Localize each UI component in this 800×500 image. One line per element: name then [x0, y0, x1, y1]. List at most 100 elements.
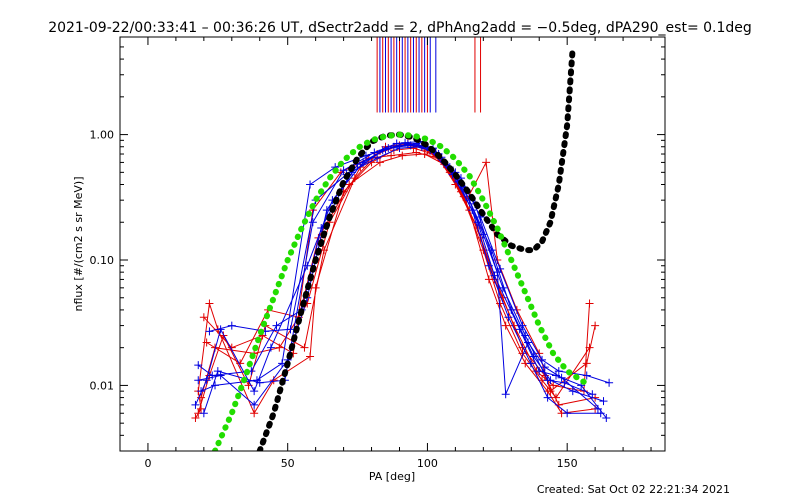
chart-title: 2021-09-22/00:33:41 – 00:36:26 UT, dSect… [48, 20, 752, 36]
data-point-blue-10-13 [521, 331, 530, 340]
data-point-blue-9-2 [250, 400, 259, 409]
series-line-red-0 [195, 147, 596, 419]
data-point-blue-7-17 [602, 413, 611, 422]
axes-layer: 0 50 100 150 0.01 0.10 1.00 [90, 36, 665, 470]
data-point-red-0-3 [205, 299, 214, 308]
series-line-blue-6 [198, 142, 604, 402]
data-point-red-0-17 [501, 321, 510, 330]
fit-curve-green [212, 131, 593, 451]
data-point-blue-8-2 [255, 378, 264, 387]
x-tick-label: 150 [557, 457, 578, 470]
data-point-red-3-8 [412, 148, 421, 157]
data-point-blue-7-4 [306, 180, 315, 189]
data-point-blue-8-0 [199, 409, 208, 418]
data-point-red-0-1 [197, 404, 206, 413]
clipped-data [191, 37, 614, 451]
data-point-blue-6-1 [208, 371, 217, 380]
data-point-blue-7-1 [211, 381, 220, 390]
x-axis-label: PA [deg] [369, 470, 415, 483]
data-point-red-4-0 [202, 338, 211, 347]
series-line-blue-8 [203, 141, 610, 414]
data-point-red-0-7 [306, 352, 315, 361]
data-point-blue-8-7 [392, 139, 401, 148]
data-point-red-3-17 [585, 299, 594, 308]
data-layer [191, 37, 614, 451]
data-point-blue-9-17 [593, 404, 602, 413]
data-point-blue-10-11 [479, 230, 488, 239]
data-point-blue-9-7 [381, 145, 390, 154]
data-point-red-2-16 [546, 387, 555, 396]
data-point-red-2-12 [482, 158, 491, 167]
data-point-blue-9-16 [557, 373, 566, 382]
data-point-red-3-15 [549, 381, 558, 390]
data-point-red-2-17 [582, 359, 591, 368]
data-point-blue-9-14 [524, 338, 533, 347]
data-point-blue-5-3 [250, 387, 259, 396]
data-point-blue-9-15 [540, 363, 549, 372]
data-point-blue-10-3 [286, 325, 295, 334]
data-point-blue-8-13 [518, 321, 527, 330]
data-point-blue-7-0 [197, 387, 206, 396]
data-point-blue-10-7 [395, 144, 404, 153]
data-point-blue-5-14 [504, 313, 513, 322]
data-point-blue-5-15 [526, 359, 535, 368]
x-tick-label: 0 [144, 457, 151, 470]
data-point-blue-9-13 [501, 390, 510, 399]
plot-frame [119, 36, 666, 452]
data-point-blue-10-0 [205, 327, 214, 336]
x-tick-label: 100 [417, 457, 438, 470]
data-point-blue-10-6 [373, 154, 382, 163]
series-line-blue-7 [200, 142, 607, 419]
fit-curve-black [256, 43, 576, 451]
data-point-blue-6-0 [194, 361, 203, 370]
data-point-blue-10-15 [560, 378, 569, 387]
x-tick-label: 50 [281, 457, 295, 470]
data-point-blue-7-14 [535, 367, 544, 376]
data-point-blue-5-1 [202, 376, 211, 385]
data-point-blue-6-3 [272, 321, 281, 330]
data-point-blue-9-0 [194, 376, 203, 385]
data-point-red-2-18 [591, 321, 600, 330]
data-point-red-1-17 [552, 393, 560, 402]
data-point-blue-9-8 [403, 140, 412, 149]
data-point-red-4-12 [498, 293, 507, 302]
data-point-blue-5-5 [303, 261, 312, 270]
y-tick-label: 0.10 [90, 254, 115, 267]
data-point-blue-8-17 [605, 378, 614, 387]
data-point-blue-5-0 [191, 400, 200, 409]
data-point-blue-6-16 [568, 387, 577, 396]
data-point-red-4-6 [375, 158, 384, 167]
data-point-blue-8-15 [554, 367, 563, 376]
data-point-red-0-5 [250, 409, 259, 418]
y-tick-label: 0.01 [90, 379, 115, 392]
data-point-blue-8-5 [339, 166, 348, 175]
data-point-red-4-5 [345, 180, 354, 189]
y-tick-label: 1.00 [90, 129, 115, 142]
data-point-blue-10-1 [227, 321, 236, 330]
data-point-blue-5-16 [543, 393, 552, 402]
series-line-red-1 [197, 144, 590, 414]
data-point-red-3-0 [199, 313, 208, 322]
data-point-blue-10-12 [498, 283, 507, 292]
data-point-blue-8-16 [582, 371, 591, 380]
data-point-red-3-7 [387, 151, 396, 160]
data-point-blue-10-16 [588, 390, 597, 399]
data-point-blue-10-14 [543, 376, 552, 385]
data-point-blue-5-17 [563, 409, 572, 418]
series-line-blue-5 [195, 144, 601, 414]
data-point-red-0-0 [191, 413, 200, 422]
data-point-blue-6-17 [599, 397, 608, 406]
data-point-red-4-8 [420, 150, 429, 159]
y-axis-label: nflux [#/(cm2 s sr MeV)] [72, 177, 85, 312]
created-timestamp: Created: Sat Oct 02 22:21:34 2021 [537, 483, 730, 496]
data-point-blue-5-4 [266, 343, 275, 352]
data-point-red-1-5 [300, 343, 309, 352]
data-point-blue-9-1 [216, 371, 225, 380]
data-point-blue-8-4 [308, 218, 317, 227]
data-point-red-4-7 [398, 151, 407, 160]
data-point-blue-6-13 [507, 305, 516, 314]
data-point-blue-8-1 [213, 367, 222, 376]
data-point-red-2-15 [535, 349, 544, 358]
data-point-red-0-6 [269, 376, 278, 385]
